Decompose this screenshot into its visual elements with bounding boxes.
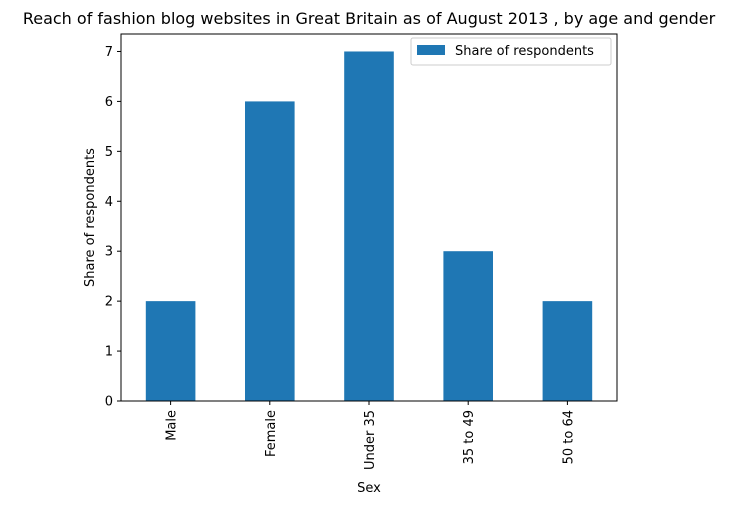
y-tick-label: 6 [105,95,113,110]
y-axis-ticks: 0 1 2 3 4 5 6 7 [105,45,121,410]
x-axis-ticks: Male Female Under 35 35 to 49 50 to 64 [165,401,576,470]
bars-group [145,51,593,401]
x-tick-label: Female [264,410,279,457]
y-tick-label: 0 [105,395,113,410]
chart-title: Reach of fashion blog websites in Great … [23,9,716,28]
y-tick-label: 5 [105,145,113,160]
bar-male [145,301,196,401]
bar-35-to-49 [443,251,493,401]
plot-area-frame [120,33,618,402]
y-tick-label: 3 [105,245,113,260]
x-tick-label: 50 to 64 [561,410,576,464]
y-axis-label: Share of respondents [83,148,98,287]
y-tick-label: 4 [105,195,113,210]
y-tick-label: 1 [105,345,113,360]
bar-50-to-64 [542,301,593,401]
x-tick-label: Under 35 [363,410,378,470]
x-tick-label: 35 to 49 [462,410,477,464]
bar-female [245,101,295,401]
legend-box [410,37,612,66]
x-axis-label: Sex [357,481,381,496]
legend: Share of respondents [410,37,612,66]
y-tick-label: 2 [105,295,113,310]
x-tick-label: Male [165,410,180,441]
bar-under-35 [344,51,394,401]
y-tick-label: 7 [105,45,113,60]
legend-swatch [417,45,445,55]
legend-entry-label: Share of respondents [455,44,594,59]
